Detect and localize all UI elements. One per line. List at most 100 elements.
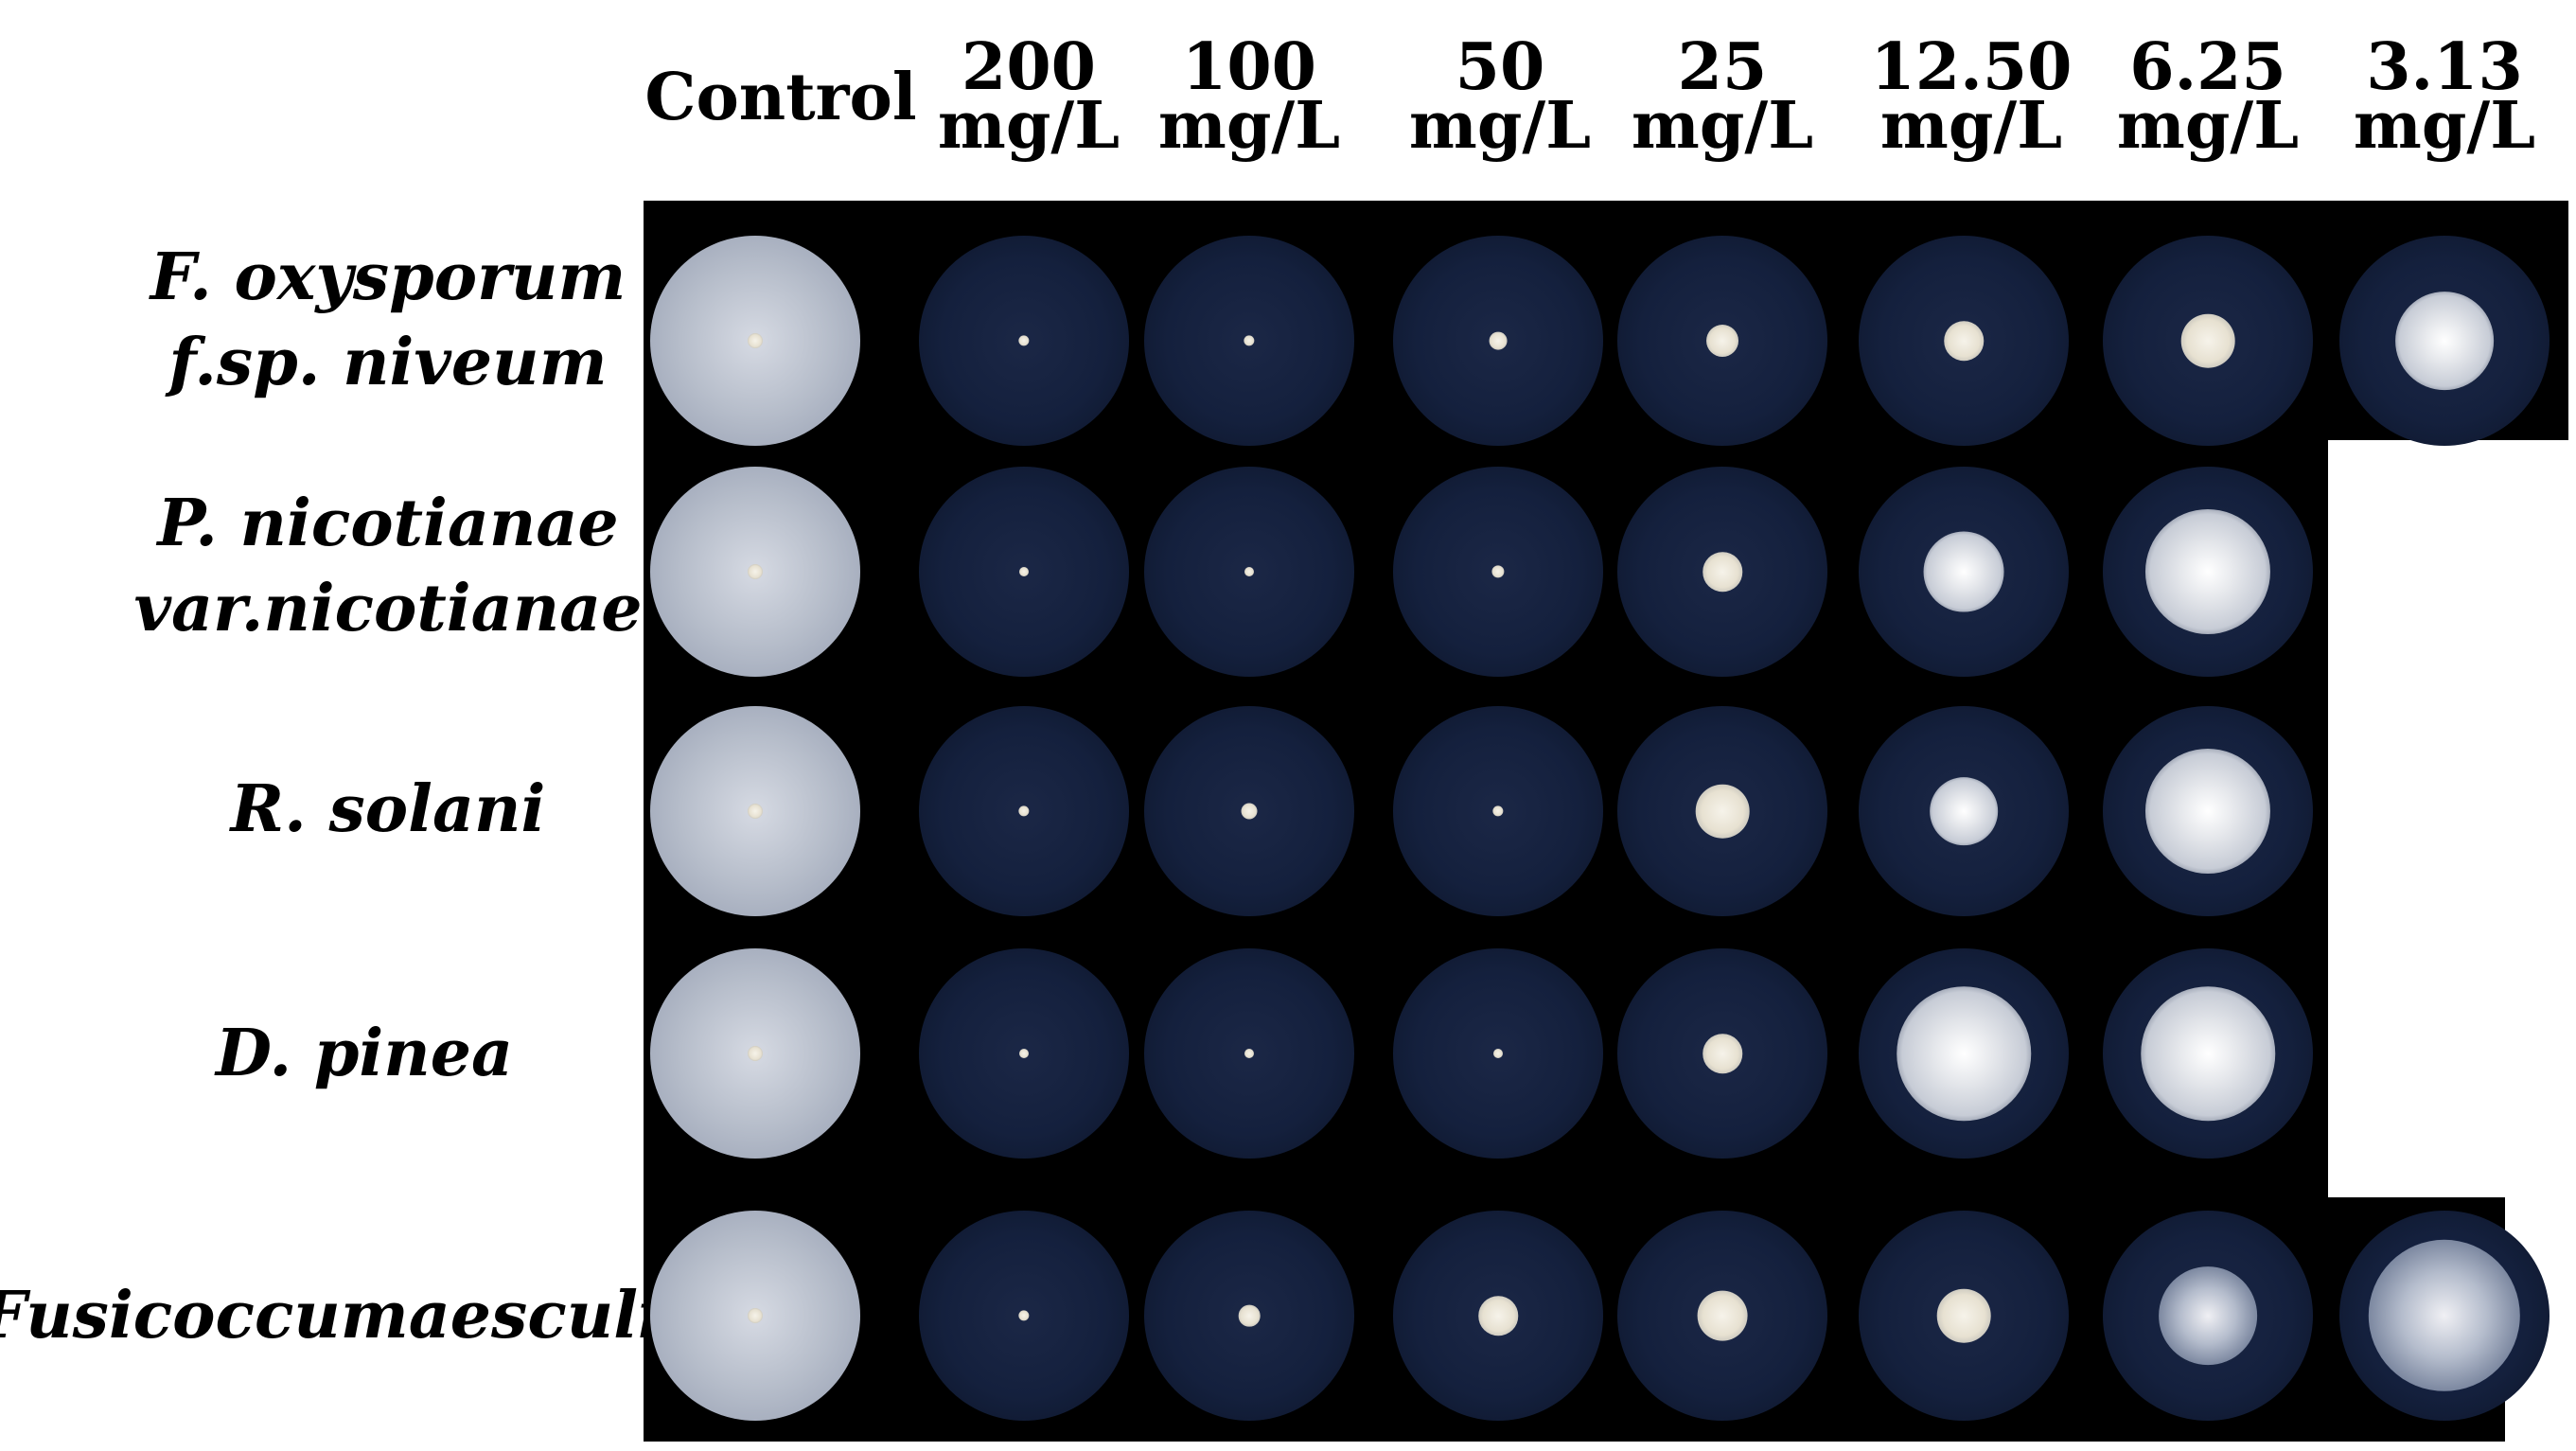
inoculum-plug — [748, 333, 763, 348]
fungal-colony — [1492, 805, 1504, 817]
petri-dish-control — [650, 948, 860, 1159]
column-header-line1: Control — [644, 60, 917, 135]
fungal-colony — [1241, 803, 1258, 820]
petri-dish-treated — [919, 236, 1129, 446]
column-header-12-50: 12.50 mg/L — [1870, 29, 2073, 164]
row-label-line1: R. solani — [230, 771, 546, 847]
fungal-colony — [1706, 325, 1738, 357]
petri-dish-treated — [1393, 706, 1603, 916]
row-label-line2: f.sp. niveum — [168, 325, 608, 400]
fungal-colony — [1930, 777, 1998, 845]
fungal-colony — [1923, 531, 2004, 612]
petri-dish-control — [650, 1211, 860, 1421]
fungal-colony — [2180, 313, 2235, 368]
inoculum-plug — [748, 804, 763, 819]
column-header-control: Control — [644, 60, 917, 135]
fungal-colony — [2159, 1266, 2257, 1365]
column-header-line1: 25 — [1677, 29, 1768, 105]
column-header-line2: mg/L — [2116, 88, 2300, 164]
petri-dish-treated — [1859, 236, 2069, 446]
fungal-colony — [2144, 508, 2271, 635]
row-label-line1: F. oxysporum — [150, 239, 626, 315]
petri-dish-treated — [1617, 236, 1827, 446]
fungal-colony — [2368, 1239, 2521, 1392]
column-header-line1: 100 — [1182, 29, 1316, 105]
column-header-line2: mg/L — [1631, 88, 1814, 164]
column-header-line2: mg/L — [1157, 88, 1341, 164]
petri-dish-treated — [1144, 706, 1354, 916]
petri-dish-treated — [1859, 948, 2069, 1159]
column-header-3-13: 3.13 mg/L — [2353, 29, 2536, 164]
row-label-line1: P. nicotianae — [157, 486, 619, 561]
petri-dish-treated — [1617, 1211, 1827, 1421]
row-label-line1: Fusicoccumaesculi — [0, 1278, 662, 1354]
fungal-colony — [1703, 552, 1742, 592]
petri-dish-treated — [2339, 1211, 2550, 1421]
column-header-50: 50 mg/L — [1409, 29, 1591, 158]
row-label-p-nicotianae: P. nicotianae var.nicotianae — [134, 481, 643, 651]
inoculum-plug — [748, 1046, 763, 1061]
fungal-colony — [1936, 1288, 1991, 1343]
petri-dish-treated — [1617, 706, 1827, 916]
column-header-line1: 3.13 — [2366, 29, 2523, 105]
inoculum-plug — [748, 1308, 763, 1323]
fungal-colony — [1944, 321, 1984, 361]
petri-dish-treated — [1144, 236, 1354, 446]
fungal-colony — [1244, 335, 1255, 346]
column-header-line2: mg/L — [937, 88, 1120, 164]
fungal-colony — [1489, 331, 1508, 350]
petri-dish-treated — [1617, 948, 1827, 1159]
petri-dish-treated — [1859, 706, 2069, 916]
petri-dish-control — [650, 706, 860, 916]
petri-dish-control — [650, 236, 860, 446]
fungal-colony — [1018, 335, 1030, 346]
petri-dish-control — [650, 467, 860, 677]
petri-dish-treated — [1859, 1211, 2069, 1421]
petri-dish-treated — [2103, 467, 2313, 677]
fungal-colony — [2144, 748, 2271, 875]
fungal-colony — [2141, 986, 2275, 1121]
petri-dish-treated — [1617, 467, 1827, 677]
column-header-line2: mg/L — [1879, 88, 2063, 164]
petri-dish-treated — [1393, 948, 1603, 1159]
fungal-colony — [1238, 1304, 1261, 1327]
inoculum-plug — [748, 564, 763, 579]
row-label-f-oxysporum: F. oxysporum f.sp. niveum — [150, 235, 626, 405]
petri-dish-treated — [919, 706, 1129, 916]
row-label-fusicoccum-aesculi: Fusicoccumaesculi — [0, 1273, 662, 1358]
fungal-colony — [1244, 567, 1254, 576]
row-label-r-solani: R. solani — [231, 767, 546, 852]
column-header-line1: 6.25 — [2129, 29, 2286, 105]
petri-dish-treated — [2103, 948, 2313, 1159]
petri-dish-treated — [1393, 467, 1603, 677]
column-header-line1: 12.50 — [1870, 29, 2073, 105]
column-header-line1: 200 — [962, 29, 1096, 105]
row-label-line1: D. pinea — [215, 1016, 514, 1091]
petri-dish-treated — [2103, 236, 2313, 446]
fungal-colony — [2395, 292, 2494, 390]
fungal-colony — [1493, 1049, 1503, 1058]
petri-dish-treated — [2339, 236, 2550, 446]
petri-dish-treated — [1393, 1211, 1603, 1421]
fungal-colony — [1478, 1296, 1518, 1336]
column-header-line2: mg/L — [2353, 88, 2536, 164]
petri-dish-treated — [2103, 706, 2313, 916]
fungal-colony — [1018, 1310, 1030, 1321]
petri-dish-treated — [919, 467, 1129, 677]
fungal-colony — [1019, 1049, 1029, 1058]
petri-dish-treated — [1859, 467, 2069, 677]
column-header-6-25: 6.25 mg/L — [2116, 29, 2300, 164]
fungal-colony — [1695, 784, 1750, 839]
fungal-colony — [1244, 1049, 1254, 1058]
fungal-colony — [1491, 565, 1505, 578]
column-header-line1: 50 — [1455, 29, 1545, 105]
fungal-colony — [1019, 567, 1029, 576]
fungal-colony — [1703, 1034, 1742, 1073]
petri-dish-treated — [1144, 1211, 1354, 1421]
petri-dish-treated — [919, 948, 1129, 1159]
fungal-colony — [1697, 1290, 1748, 1341]
petri-dish-treated — [919, 1211, 1129, 1421]
petri-dish-treated — [1144, 948, 1354, 1159]
column-header-25: 25 mg/L — [1631, 29, 1814, 164]
column-header-100: 100 mg/L — [1157, 29, 1341, 164]
